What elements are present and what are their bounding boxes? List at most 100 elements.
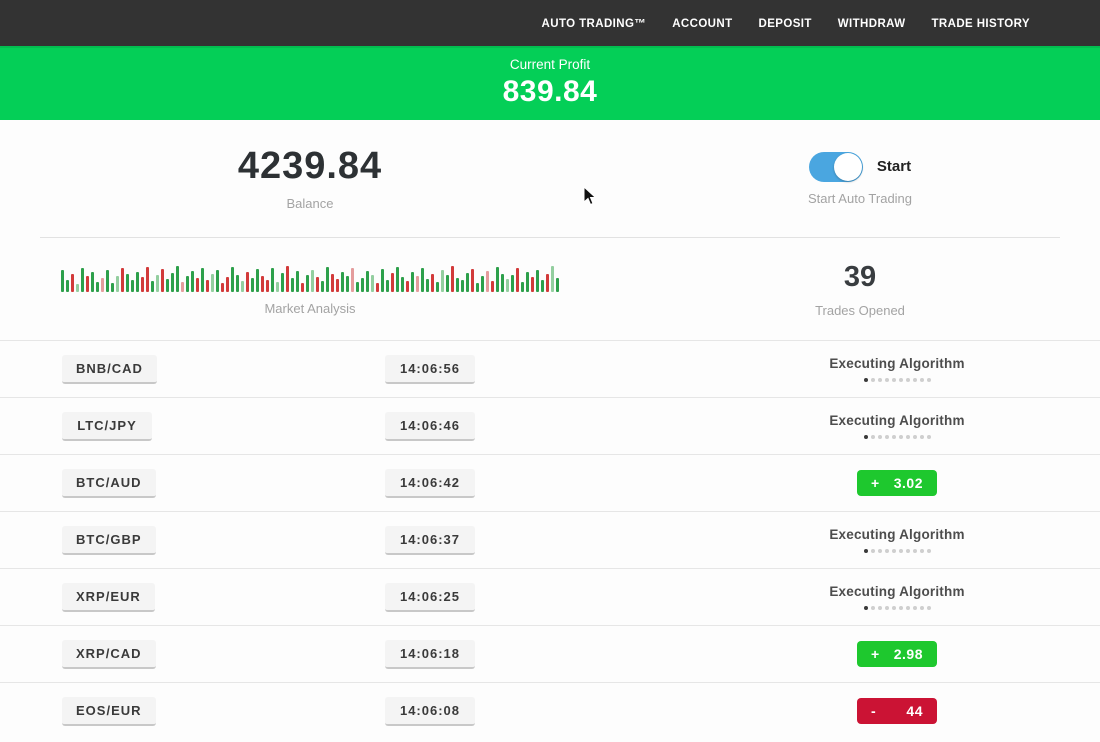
progress-dots — [863, 549, 931, 553]
progress-dot — [905, 435, 910, 439]
market-bar — [96, 282, 99, 292]
market-bar — [266, 280, 269, 292]
toggle-knob-icon — [833, 152, 862, 181]
table-row: BTC/GBP 14:06:37 Executing Algorithm — [0, 511, 1100, 568]
market-bar — [81, 268, 84, 292]
market-bar — [546, 274, 549, 292]
time-cell: 14:06:42 — [330, 468, 530, 498]
trade-time-chip: 14:06:37 — [385, 525, 475, 555]
market-bar — [521, 282, 524, 292]
progress-dot — [891, 378, 896, 382]
market-bar — [231, 267, 234, 292]
auto-trading-toggle[interactable] — [808, 151, 863, 182]
market-bar — [216, 270, 219, 292]
nav-item-withdraw[interactable]: WITHDRAW — [837, 18, 906, 30]
market-bar — [436, 282, 439, 292]
market-bar — [206, 280, 209, 292]
balance-row: 4239.84 Balance Start Start Auto Trading — [0, 120, 1100, 237]
market-bar — [246, 272, 249, 292]
progress-dot — [877, 378, 882, 382]
profit-badge: +3.02 — [857, 470, 937, 496]
market-bar — [296, 271, 299, 292]
market-bar — [221, 283, 224, 292]
progress-dot — [884, 378, 889, 382]
auto-trading-toggle-wrap: Start — [808, 151, 912, 182]
market-bar — [151, 281, 154, 292]
market-bar — [136, 272, 139, 292]
currency-pair-chip: BTC/AUD — [62, 468, 156, 498]
toggle-label: Start — [876, 158, 912, 175]
market-bar — [321, 281, 324, 292]
progress-dot — [884, 606, 889, 610]
status-cell: +2.98 — [694, 641, 1100, 667]
progress-dot — [884, 435, 889, 439]
progress-dot — [919, 549, 924, 553]
executing-label: Executing Algorithm — [829, 584, 965, 599]
table-row: EOS/EUR 14:06:08 - 44 — [0, 682, 1100, 739]
progress-dot — [912, 606, 917, 610]
market-bar — [86, 276, 89, 292]
market-bar — [166, 279, 169, 292]
market-bar — [441, 270, 444, 292]
nav-item-account[interactable]: ACCOUNT — [672, 18, 733, 30]
market-bar — [156, 275, 159, 292]
divider — [40, 237, 1060, 238]
progress-dots — [863, 435, 931, 439]
badge-sign: + — [871, 475, 880, 491]
current-profit-label: Current Profit — [509, 57, 591, 72]
nav-item-deposit[interactable]: DEPOSIT — [758, 18, 812, 30]
market-bar — [301, 283, 304, 292]
progress-dot — [919, 606, 924, 610]
trades-list: BNB/CAD 14:06:56 Executing Algorithm LTC… — [0, 340, 1100, 739]
time-cell: 14:06:18 — [330, 639, 530, 669]
market-bar — [331, 274, 334, 292]
market-bar — [536, 270, 539, 292]
auto-trading-caption: Start Auto Trading — [807, 190, 913, 206]
trade-time-chip: 14:06:46 — [385, 411, 475, 441]
market-analysis-label: Market Analysis — [264, 301, 356, 316]
market-bar — [261, 276, 264, 292]
trades-opened-value: 39 — [843, 260, 877, 293]
market-bar — [396, 267, 399, 292]
market-bar — [486, 271, 489, 292]
status-cell: Executing Algorithm — [694, 413, 1100, 439]
progress-dot — [863, 549, 868, 553]
market-bar — [76, 284, 79, 292]
time-cell: 14:06:46 — [330, 411, 530, 441]
status-cell: Executing Algorithm — [694, 356, 1100, 382]
market-bar — [506, 279, 509, 292]
market-bar — [236, 275, 239, 292]
market-bar — [511, 275, 514, 292]
progress-dot — [870, 378, 875, 382]
top-nav: AUTO TRADING™ ACCOUNT DEPOSIT WITHDRAW TRADE… — [0, 0, 1100, 46]
nav-item-trade-history[interactable]: TRADE HISTORY — [931, 18, 1030, 30]
progress-dot — [912, 435, 917, 439]
progress-dot — [905, 378, 910, 382]
market-bar — [61, 270, 64, 292]
pair-cell: BNB/CAD — [0, 354, 330, 384]
progress-dot — [891, 435, 896, 439]
market-bar — [211, 274, 214, 292]
market-bar — [421, 268, 424, 292]
progress-dot — [870, 435, 875, 439]
market-bar — [226, 277, 229, 292]
status-cell: +3.02 — [694, 470, 1100, 496]
progress-dot — [905, 549, 910, 553]
balance-value: 4239.84 — [237, 144, 383, 187]
market-bar — [451, 266, 454, 292]
market-bar — [376, 283, 379, 292]
market-bar — [426, 279, 429, 292]
market-bar — [306, 275, 309, 292]
market-bar — [326, 267, 329, 292]
progress-dot — [912, 378, 917, 382]
trades-opened-label: Trades Opened — [815, 302, 905, 318]
market-bar — [501, 274, 504, 292]
nav-item-auto-trading[interactable]: AUTO TRADING™ — [541, 18, 647, 30]
time-cell: 14:06:25 — [330, 582, 530, 612]
market-bar — [121, 268, 124, 292]
market-bar — [66, 280, 69, 292]
profit-badge: +2.98 — [857, 641, 937, 667]
currency-pair-chip: XRP/CAD — [62, 639, 156, 669]
market-bar — [456, 278, 459, 292]
trade-time-chip: 14:06:56 — [385, 354, 475, 384]
